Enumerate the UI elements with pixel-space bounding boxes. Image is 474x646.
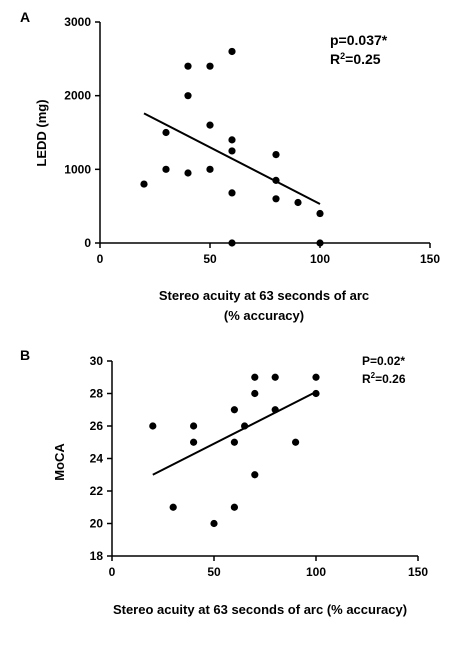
panel-b-data-point: [169, 503, 177, 511]
panel-b-regression-line: [152, 390, 317, 476]
panel-a-data-point: [228, 189, 236, 197]
panel-a-data-point: [228, 239, 236, 247]
panel-b-p-value: P=0.02*: [362, 354, 405, 368]
panel-b-data-point: [251, 471, 259, 479]
panel-b-data-point: [251, 373, 259, 381]
panel-a-plot-area: 0 1000 2000 3000 0 50 100 150: [64, 15, 440, 266]
panel-a-data-point: [184, 92, 192, 100]
panel-a-x-tick-label: 0: [97, 252, 104, 266]
panel-a-r2-sup: 2: [340, 51, 345, 61]
panel-b-data-point: [230, 406, 238, 414]
panel-b-data-point: [312, 373, 320, 381]
panel-b-data-point: [271, 406, 279, 414]
panel-a-y-tick-label: 0: [84, 236, 91, 250]
panel-b-data-point: [190, 438, 198, 446]
panel-a-data-point: [294, 198, 302, 207]
panel-b-y-axis-label: MoCA: [52, 443, 67, 481]
panel-a-x-tick-label: 150: [420, 252, 440, 266]
panel-b-y-tick-label: 28: [90, 387, 104, 401]
panel-b-y-tick-label: 26: [90, 419, 104, 433]
panel-a-r2-value: =0.25: [345, 51, 381, 67]
panel-b-x-tick-label: 0: [109, 565, 116, 579]
panel-b-y-tick-label: 18: [90, 549, 104, 563]
panel-b-r-squared: R2=0.26: [362, 371, 406, 386]
panel-a-label: A: [20, 9, 30, 25]
panel-a-data-point: [272, 151, 280, 159]
panel-b-x-tick-label: 150: [408, 565, 428, 579]
panel-a-x-tick-label: 50: [203, 252, 217, 266]
panel-b-x-tick-label: 100: [306, 565, 326, 579]
panel-b-label: B: [20, 347, 30, 363]
panel-b-y-tick-label: 20: [90, 517, 104, 531]
panel-b-data-point: [230, 438, 238, 446]
panel-b-y-tick-label: 30: [90, 354, 104, 368]
panel-a-r2-prefix: R: [330, 51, 340, 67]
panel-a-data-point: [272, 176, 280, 184]
panel-a-data-point: [272, 195, 280, 203]
panel-b: B MoCA Stereo acuity at 63 seconds of ar…: [20, 347, 428, 617]
panel-a-data-point: [206, 62, 214, 70]
panel-a: A LEDD (mg) Stereo acuity at 63 seconds …: [20, 9, 440, 323]
panel-a-y-tick-label: 1000: [64, 162, 91, 176]
panel-a-p-value: p=0.037*: [330, 32, 388, 48]
panel-b-data-point: [312, 389, 320, 398]
panel-a-data-point: [162, 128, 170, 137]
panel-b-data-point: [271, 373, 279, 381]
panel-a-data-point: [184, 169, 192, 177]
panel-a-x-tick-label: 100: [310, 252, 330, 266]
panel-a-x-axis-label-line-1: Stereo acuity at 63 seconds of arc: [159, 288, 369, 303]
panel-b-data-point: [210, 519, 218, 528]
panel-b-data-point: [230, 503, 238, 511]
panel-b-y-tick-label: 22: [90, 484, 104, 498]
panel-a-data-point: [206, 165, 214, 173]
panel-b-x-axis-label: Stereo acuity at 63 seconds of arc (% ac…: [113, 602, 407, 617]
panel-b-plot-area: 18 20 22 24 26 28 30 0 50 100 150: [90, 354, 429, 579]
panel-b-data-point: [251, 389, 259, 398]
panel-b-r2-prefix: R: [362, 372, 371, 386]
panel-b-y-tick-label: 24: [90, 452, 104, 466]
panel-a-data-point: [206, 121, 214, 129]
panel-a-data-point: [140, 180, 148, 188]
panel-b-data-point: [190, 422, 198, 430]
panel-a-data-point: [316, 239, 324, 247]
panel-b-r2-value: =0.26: [375, 372, 406, 386]
panel-a-y-tick-label: 2000: [64, 89, 91, 103]
panel-b-data-point: [292, 438, 300, 446]
panel-a-data-point: [228, 147, 236, 155]
panel-a-y-axis-label: LEDD (mg): [34, 99, 49, 166]
panel-a-data-point: [228, 47, 236, 56]
panel-a-data-point: [316, 209, 324, 218]
panel-b-data-point: [149, 422, 157, 430]
panel-a-data-point: [162, 165, 170, 173]
panel-a-y-tick-label: 3000: [64, 15, 91, 29]
panel-a-regression-line: [143, 112, 321, 205]
panel-a-x-axis-label-line-2: (% accuracy): [224, 308, 304, 323]
panel-a-data-point: [228, 136, 236, 144]
panel-b-x-tick-label: 50: [207, 565, 221, 579]
panel-a-data-point: [184, 62, 192, 70]
panel-b-r2-sup: 2: [371, 371, 376, 380]
panel-b-data-point: [241, 422, 249, 430]
panel-a-r-squared: R2=0.25: [330, 51, 381, 67]
